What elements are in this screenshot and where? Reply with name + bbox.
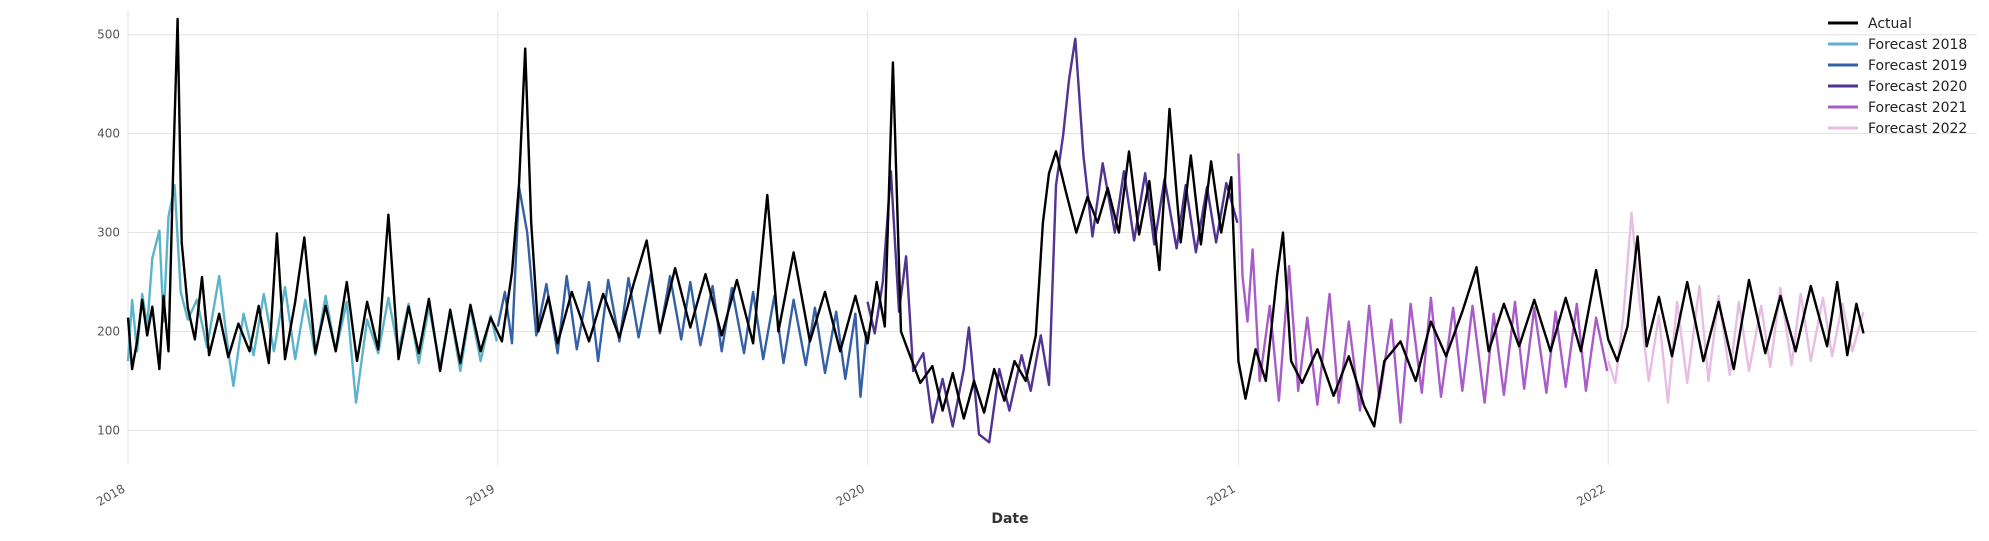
legend-label: Forecast 2021: [1868, 100, 1967, 116]
legend-label: Actual: [1868, 16, 1912, 32]
series-layer: [126, 17, 1865, 444]
axis-layer: 100 200 300 400 500 2018 2019 2020 2021 2022: [94, 28, 1608, 509]
legend-label: Forecast 2020: [1868, 79, 1967, 95]
y-tick-label: 100: [97, 423, 120, 437]
y-tick-label: 300: [97, 226, 120, 240]
legend-label: Forecast 2022: [1868, 121, 1967, 137]
series-line-forecast-2022: [1607, 211, 1865, 404]
series-line-forecast-2020: [866, 37, 1239, 444]
series-line-forecast-2021: [1237, 153, 1609, 424]
x-tick-label: 2020: [834, 481, 867, 508]
x-tick-label: 2018: [94, 481, 127, 508]
series-line-actual: [126, 17, 1865, 428]
legend-label: Forecast 2018: [1868, 37, 1967, 53]
x-tick-label: 2022: [1574, 481, 1607, 508]
y-tick-label: 200: [97, 324, 120, 338]
x-axis-title: Date: [991, 511, 1028, 527]
x-tick-label: 2021: [1204, 481, 1237, 508]
legend-label: Forecast 2019: [1868, 58, 1967, 74]
grid-layer: [127, 10, 1977, 465]
y-tick-label: 500: [97, 28, 120, 42]
y-tick-label: 400: [97, 127, 120, 141]
series-line-forecast-2018: [126, 183, 498, 404]
legend: Actual Forecast 2018 Forecast 2019 Forecast…: [1828, 16, 1967, 137]
x-tick-label: 2019: [464, 481, 497, 508]
